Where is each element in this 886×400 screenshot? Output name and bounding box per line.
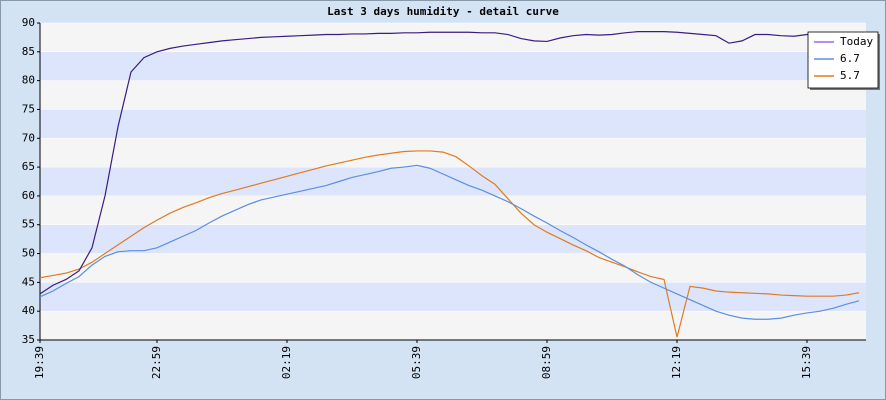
grid-band	[40, 195, 866, 225]
y-tick-label: 90	[22, 16, 35, 29]
grid-band	[40, 138, 866, 168]
chart-title: Last 3 days humidity - detail curve	[327, 5, 559, 18]
y-tick-label: 85	[22, 45, 35, 58]
grid-band	[40, 109, 866, 139]
y-tick-label: 80	[22, 74, 35, 87]
grid-band	[40, 224, 866, 254]
x-tick-label: 15:39	[800, 346, 813, 379]
x-tick-label: 22:59	[150, 346, 163, 379]
grid-band	[40, 80, 866, 110]
y-tick-label: 60	[22, 189, 35, 202]
y-tick-label: 75	[22, 102, 35, 115]
y-tick-label: 70	[22, 131, 35, 144]
y-tick-label: 45	[22, 275, 35, 288]
y-tick-label: 55	[22, 218, 35, 231]
x-tick-label: 02:19	[280, 346, 293, 379]
x-tick-label: 05:39	[410, 346, 423, 379]
grid-band	[40, 311, 866, 340]
grid-band	[40, 167, 866, 196]
grid-band	[40, 23, 866, 52]
x-tick-label: 19:39	[33, 346, 46, 379]
series-line	[39, 150, 860, 338]
legend-label: 6.7	[840, 52, 860, 65]
grid-band	[40, 282, 866, 312]
y-tick-label: 65	[22, 160, 35, 173]
series-line	[39, 164, 860, 320]
x-tick-label: 12:19	[670, 346, 683, 379]
legend-label: 5.7	[840, 69, 860, 82]
grid-band	[40, 51, 866, 81]
legend-label: Today	[840, 35, 873, 48]
y-tick-label: 35	[22, 333, 35, 346]
y-tick-label: 50	[22, 247, 35, 260]
series-line	[39, 31, 859, 295]
x-tick-label: 08:59	[540, 346, 553, 379]
grid-band	[40, 253, 866, 283]
y-tick-label: 40	[22, 304, 35, 317]
